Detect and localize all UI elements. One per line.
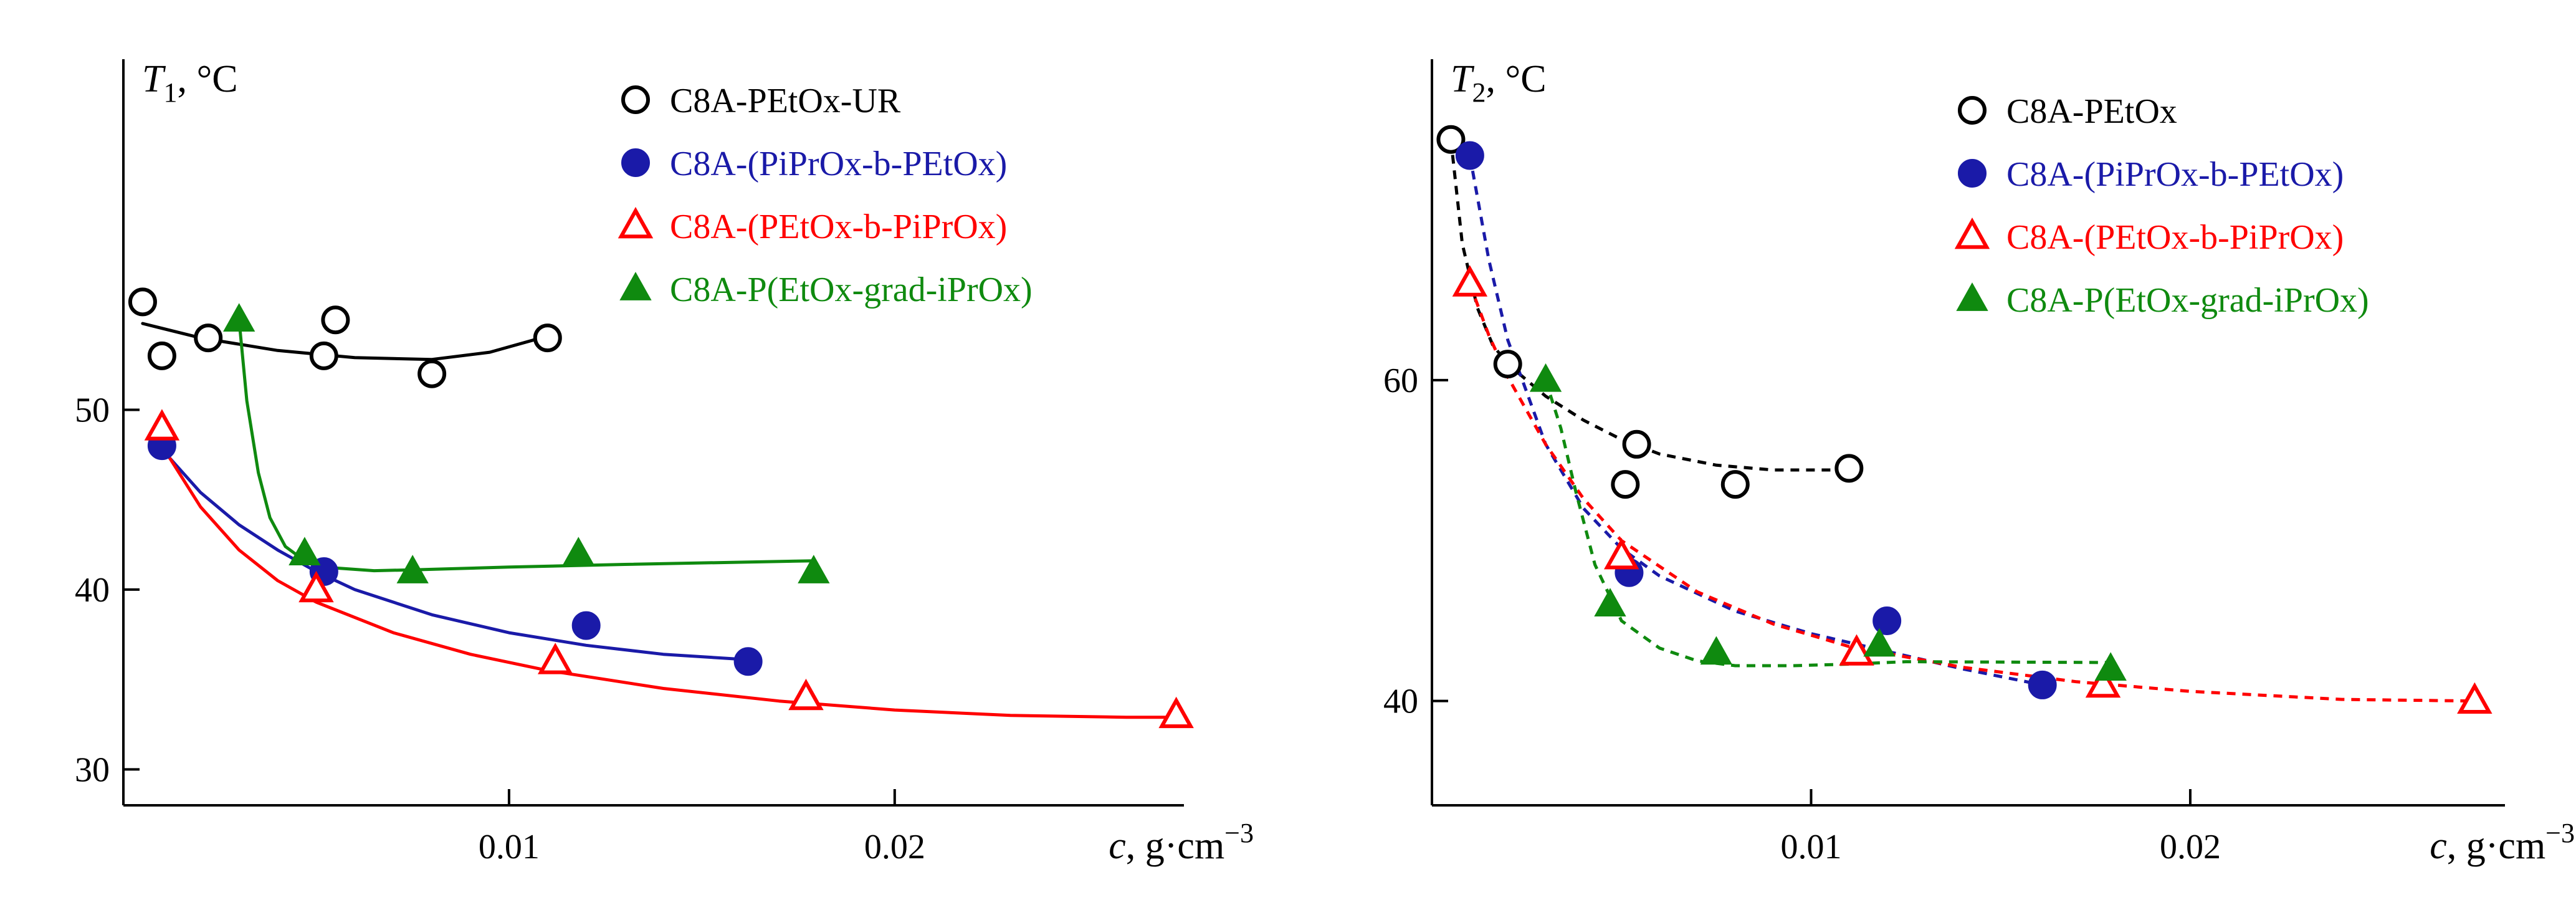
x-axis-unit: , g·cm — [2447, 825, 2545, 867]
legend: C8A-PEtOx-UR C8A-(PiPrOx-b-PEtOx) C8A-(PEt… — [618, 82, 1033, 309]
data-point — [533, 323, 562, 353]
data-point — [144, 409, 180, 441]
data-point — [1872, 606, 1902, 635]
legend-marker — [1956, 282, 1988, 311]
y-tick-label: 30 — [75, 750, 110, 789]
y-axis-title: T2, °C — [1451, 58, 1547, 108]
x-axis-symbol: c — [1109, 825, 1126, 867]
data-point — [1839, 634, 1874, 666]
y-tick-label: 40 — [1383, 683, 1418, 721]
data-point — [2457, 682, 2493, 714]
y-tick-label: 40 — [75, 571, 110, 610]
data-point — [289, 537, 321, 566]
data-point — [128, 287, 157, 317]
x-axis-title: c, g·cm−3 — [1109, 818, 1254, 867]
data-point — [1834, 454, 1864, 483]
legend-marker — [619, 272, 652, 300]
data-point — [2028, 670, 2057, 699]
legend: C8A-PEtOx C8A-(PiPrOx-b-PEtOx) C8A-(PEtOx-… — [1954, 92, 2369, 320]
data-point — [537, 643, 573, 674]
data-point — [396, 555, 429, 583]
x-tick-label: 0.01 — [479, 828, 540, 866]
data-point — [309, 341, 338, 370]
x-axis-title: c, g·cm−3 — [2430, 818, 2575, 867]
legend-label: C8A-P(EtOx-grad-iPrOx) — [2006, 281, 2369, 320]
data-point — [562, 537, 594, 566]
legend-label: C8A-PEtOx — [2006, 92, 2177, 131]
x-tick-label: 0.02 — [2160, 828, 2221, 866]
y-axis-unit: , °C — [177, 58, 237, 100]
legend-marker — [1958, 96, 1987, 125]
data-point — [1493, 350, 1522, 379]
fit-curve — [160, 444, 1178, 719]
data-point — [788, 678, 824, 711]
data-point — [2085, 666, 2121, 698]
fit-curve — [1468, 283, 2475, 703]
x-tick-label: 0.02 — [864, 828, 925, 866]
data-point — [298, 570, 334, 603]
chart-panel-left: 30 40 50 0.01 0.02 T1, °C c, g·cm−3 C8A-PEtOx-U… — [75, 58, 1254, 867]
x-axis-exponent: −3 — [1224, 818, 1254, 848]
data-point — [1529, 363, 1562, 392]
data-point — [1455, 141, 1484, 170]
data-point — [1611, 470, 1640, 499]
y-axis-symbol: T — [1451, 58, 1475, 100]
data-point — [1594, 588, 1626, 617]
legend-label: C8A-(PiPrOx-b-PEtOx) — [670, 145, 1007, 183]
data-point — [571, 611, 601, 640]
legend-label: C8A-(PEtOx-b-PiPrOx) — [2006, 218, 2344, 257]
y-tick-label: 50 — [75, 391, 110, 429]
y-tick-label: 60 — [1383, 362, 1418, 400]
data-point — [2094, 652, 2127, 681]
legend-marker — [621, 85, 650, 114]
fit-curve — [1449, 139, 1849, 472]
data-point — [417, 359, 447, 388]
legend-marker — [621, 148, 650, 177]
data-point — [1720, 470, 1750, 499]
legend-label: C8A-P(EtOx-grad-iPrOx) — [670, 271, 1033, 309]
data-point — [798, 555, 830, 583]
y-axis-symbol: T — [142, 58, 166, 100]
data-point — [1604, 537, 1639, 570]
data-point — [733, 647, 763, 676]
x-axis-symbol: c — [2430, 825, 2447, 867]
fit-curve — [160, 448, 750, 661]
data-point — [1622, 429, 1651, 459]
x-axis-exponent: −3 — [2545, 818, 2575, 848]
y-axis-title: T1, °C — [142, 58, 238, 108]
data-point — [321, 305, 350, 335]
data-point — [1863, 628, 1896, 657]
legend-marker — [1954, 217, 1990, 249]
data-point — [1436, 125, 1466, 154]
data-point — [223, 303, 255, 332]
x-tick-label: 0.01 — [1780, 828, 1841, 866]
x-axis-unit: , g·cm — [1126, 825, 1224, 867]
legend-marker — [1958, 159, 1987, 188]
data-point — [1158, 696, 1194, 729]
data-point — [147, 341, 176, 370]
legend-label: C8A-PEtOx-UR — [670, 82, 901, 120]
fit-curve — [1468, 155, 2043, 687]
y-axis-subscript: 1 — [163, 77, 177, 108]
legend-label: C8A-(PEtOx-b-PiPrOx) — [670, 208, 1007, 246]
data-point — [1700, 636, 1733, 665]
legend-label: C8A-(PiPrOx-b-PEtOx) — [2006, 155, 2344, 194]
data-point — [1452, 265, 1488, 297]
data-point — [194, 323, 223, 353]
legend-marker — [618, 206, 654, 239]
y-axis-unit: , °C — [1486, 58, 1546, 100]
y-axis-subscript: 2 — [1472, 77, 1486, 108]
